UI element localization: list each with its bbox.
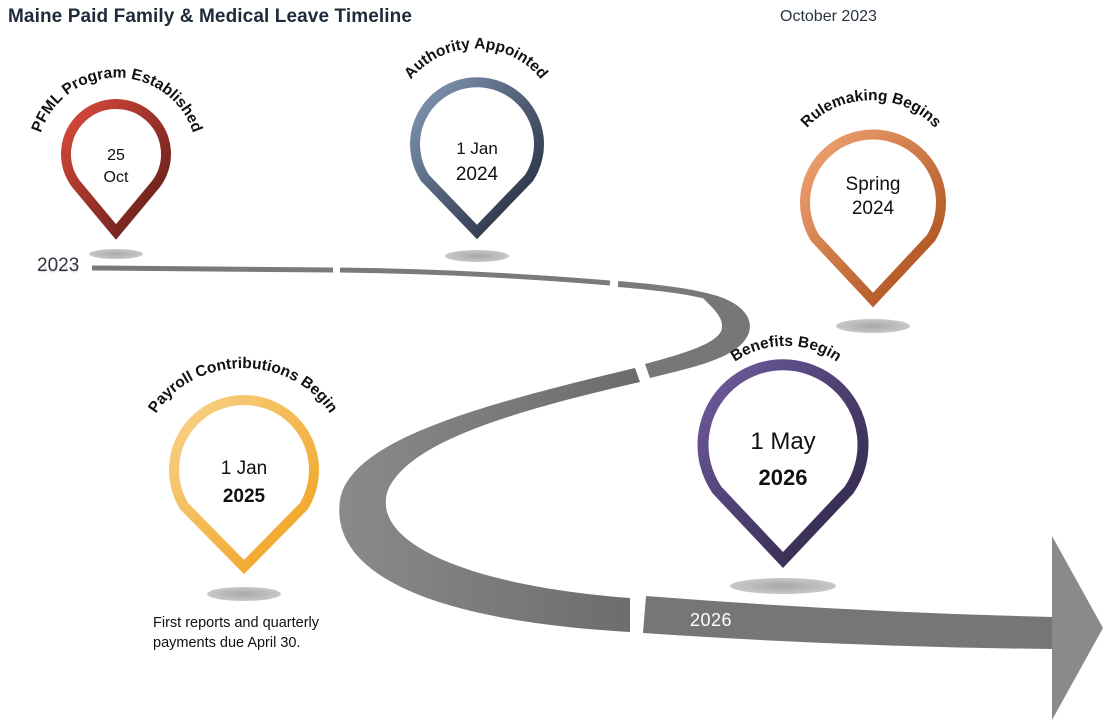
milestone-date-benefits: 1 May 2026 <box>750 428 816 490</box>
timeline-start-year: 2023 <box>37 255 80 276</box>
milestone-pin-payroll-contributions <box>169 395 319 575</box>
timeline-end-year: 2026 <box>690 610 733 630</box>
milestone-pin-authority-appointed <box>410 77 544 240</box>
milestone-pin-benefits-begin <box>697 359 869 569</box>
timeline-start-year-reflection: 2023 <box>37 265 79 275</box>
milestone-label-authority: Authority Appointed <box>401 35 551 82</box>
milestone-date-authority: 1 Jan 2024 <box>455 139 499 185</box>
timeline-road <box>91 265 1103 720</box>
milestone-label-payroll: Payroll Contributions Begin <box>145 355 341 416</box>
report-date: October 2023 <box>780 8 877 25</box>
milestone-date-pfml: 25 Oct <box>103 147 129 186</box>
milestone-pin-pfml-established <box>61 99 171 240</box>
payroll-note: First reports and quarterly payments due… <box>153 615 320 651</box>
milestone-date-rulemaking: Spring 2024 <box>845 174 901 219</box>
arrow-head-icon <box>1052 536 1103 720</box>
page-title: Maine Paid Family & Medical Leave Timeli… <box>8 6 413 27</box>
milestone-pin-rulemaking-begins <box>800 129 946 308</box>
milestone-date-payroll: 1 Jan 2025 <box>220 458 268 507</box>
milestone-label-rulemaking: Rulemaking Begins <box>798 87 945 131</box>
